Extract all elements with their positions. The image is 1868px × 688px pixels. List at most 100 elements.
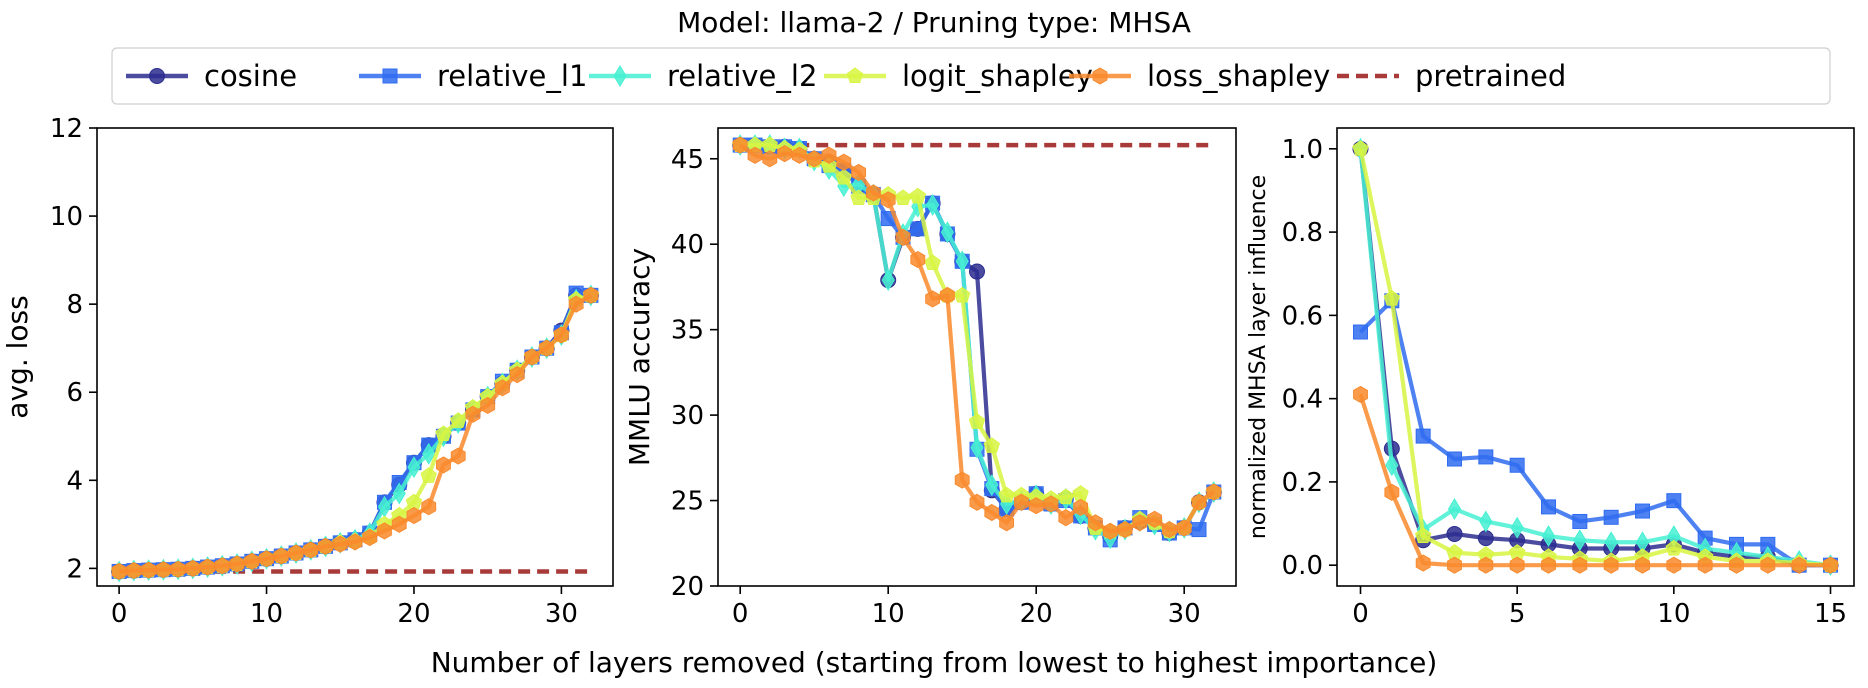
data-point <box>185 559 201 577</box>
data-point <box>229 555 245 573</box>
data-point <box>155 561 171 579</box>
data-point <box>791 146 807 164</box>
data-point <box>1447 451 1462 467</box>
data-point <box>1206 483 1222 501</box>
data-point <box>450 412 467 428</box>
data-point <box>984 503 1000 522</box>
series-line <box>739 143 1215 534</box>
legend-marker-square <box>382 68 398 84</box>
data-point <box>318 537 333 555</box>
y-tick-label: 25 <box>671 487 704 517</box>
data-point <box>777 145 793 163</box>
data-point <box>1572 513 1588 529</box>
y-axis-label: normalized MHSA layer influence <box>1246 175 1271 539</box>
data-point <box>761 136 778 153</box>
data-point <box>968 413 986 429</box>
data-point <box>1132 514 1148 532</box>
data-point <box>1509 556 1525 574</box>
series-line <box>740 142 1215 539</box>
data-point <box>732 136 748 154</box>
data-point <box>1383 290 1401 306</box>
data-point <box>1760 556 1776 574</box>
data-point <box>1353 324 1368 340</box>
data-point <box>1058 509 1074 527</box>
x-tick-label: 10 <box>250 599 283 629</box>
data-point <box>259 550 274 568</box>
data-point <box>1147 510 1163 528</box>
series-line <box>740 142 1215 534</box>
legend-entry-logit-shapley: logit_shapley <box>824 59 1093 93</box>
data-point <box>406 506 422 525</box>
data-point <box>141 561 157 579</box>
series-cosine <box>732 137 1222 545</box>
data-point <box>954 471 970 489</box>
data-point <box>970 436 984 459</box>
data-point <box>480 396 496 415</box>
series-line <box>740 142 1215 541</box>
data-point <box>420 467 437 483</box>
y-tick-label: 30 <box>671 401 704 431</box>
data-point <box>1191 493 1207 511</box>
data-point <box>1697 556 1713 574</box>
data-point <box>303 541 319 559</box>
data-point <box>1117 521 1133 539</box>
data-point <box>1478 449 1494 465</box>
data-point <box>1604 531 1618 554</box>
x-tick-label: 15 <box>1814 599 1847 629</box>
data-point <box>850 189 867 206</box>
data-point <box>1384 483 1400 501</box>
data-point <box>421 498 437 516</box>
y-tick-label: 8 <box>66 290 83 320</box>
data-point <box>391 515 407 533</box>
legend-marker-hexagon <box>1092 67 1108 85</box>
data-point <box>377 522 392 540</box>
data-point <box>273 547 289 565</box>
y-tick-label: 10 <box>50 202 83 232</box>
data-point <box>495 379 510 397</box>
legend-marker-circle <box>149 68 165 84</box>
plot-area <box>732 134 1222 550</box>
series-line <box>1358 148 1831 568</box>
chart-panel-3: 0 5 10 15 0.0 0.2 0.4 0.6 0.8 1.0 normalized MHSA … <box>1246 127 1855 629</box>
legend-entry-loss-shapley: loss_shapley <box>1069 59 1330 93</box>
series-cosine <box>1352 140 1839 574</box>
data-point <box>1603 509 1619 525</box>
series-loss-shapley <box>732 136 1222 540</box>
axes-frame <box>1336 127 1855 587</box>
data-point <box>1087 514 1103 532</box>
data-point <box>1073 498 1089 516</box>
data-point <box>940 221 954 244</box>
data-point <box>111 562 127 581</box>
data-point <box>1176 519 1192 537</box>
x-tick-label: 5 <box>1509 599 1526 629</box>
plot-area <box>1352 137 1839 577</box>
data-point <box>362 528 378 547</box>
data-point <box>1072 485 1089 501</box>
y-tick-label: 1.0 <box>1282 135 1323 165</box>
legend-label: logit_shapley <box>902 59 1093 93</box>
data-point <box>1161 521 1177 539</box>
legend-label: loss_shapley <box>1147 59 1330 93</box>
data-point <box>1447 498 1462 520</box>
data-point <box>806 150 822 168</box>
data-point <box>925 290 941 308</box>
data-point <box>1028 497 1044 515</box>
data-point <box>821 146 837 164</box>
series-line <box>1358 148 1831 568</box>
data-point <box>1666 493 1682 509</box>
y-tick-label: 0.8 <box>1282 218 1323 248</box>
data-point <box>851 163 867 182</box>
data-point <box>910 251 926 269</box>
data-point <box>1635 503 1650 519</box>
legend-entry-relative-l1: relative_l1 <box>359 59 587 93</box>
data-point <box>1102 522 1118 540</box>
data-point <box>539 339 555 357</box>
y-tick-label: 0.0 <box>1282 551 1323 581</box>
series-line <box>1359 298 1831 568</box>
data-point <box>214 557 230 575</box>
data-point <box>126 562 142 580</box>
data-point <box>1665 539 1683 556</box>
data-point <box>435 425 452 442</box>
data-point <box>983 437 1000 453</box>
